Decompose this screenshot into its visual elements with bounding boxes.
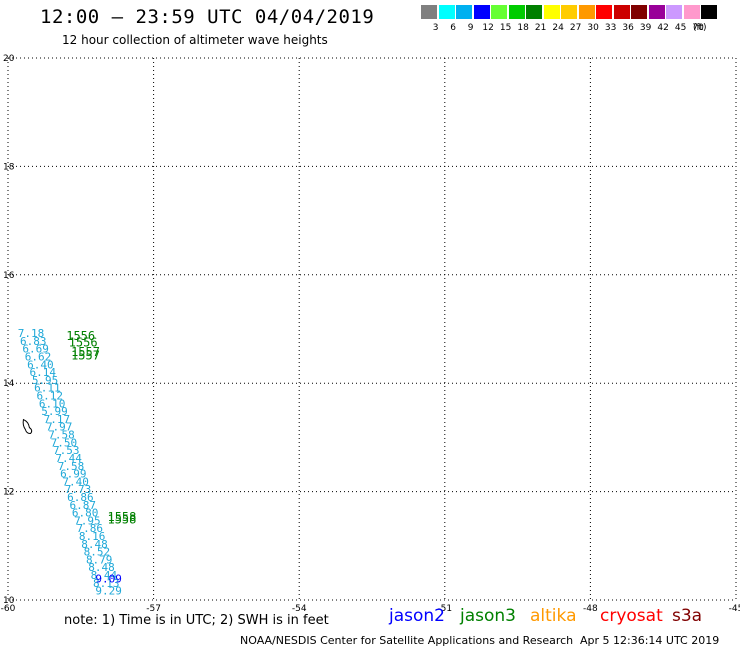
legend-swatch	[701, 5, 718, 19]
legend-label: 70	[692, 23, 704, 33]
jason3-swh-label: 1558	[107, 510, 136, 524]
legend-swatch	[491, 5, 508, 19]
track-swh-label: 6.12	[37, 390, 64, 403]
legend-swatch	[666, 5, 683, 19]
lat-tick-label: 10	[3, 596, 15, 606]
track-swh-label: 7.73	[65, 483, 92, 496]
island-outline	[22, 418, 33, 435]
track-swh-label: 6.80	[72, 507, 99, 520]
map-subtitle: 12 hour collection of altimeter wave hei…	[62, 33, 328, 47]
track-swh-label: 8.52	[84, 546, 111, 559]
lat-tick-label: 12	[3, 488, 14, 498]
legend-swatch	[543, 5, 561, 19]
jason3-swh-label: 1556	[66, 329, 95, 343]
jason3-swh-label: 1557	[71, 345, 100, 359]
footer-note: note: 1) Time is in UTC; 2) SWH is in fe…	[64, 613, 329, 628]
track-swh-label: 6.99	[60, 468, 87, 481]
track-swh-label: 7.18	[18, 327, 44, 340]
lat-tick-label: 14	[3, 379, 15, 389]
legend-label: 15	[499, 23, 512, 33]
legend-swatch	[473, 5, 491, 19]
map-title: 12:00 – 23:59 UTC 04/04/2019	[40, 6, 375, 28]
legend-label: 6	[450, 23, 456, 33]
jason3-swh-label: 1557	[71, 348, 100, 362]
legend-swatch	[596, 5, 613, 19]
legend-swatch	[561, 5, 578, 19]
legend-swatch	[648, 5, 666, 19]
lat-tick-label: 20	[3, 54, 15, 64]
track-swh-label: 6.62	[25, 351, 52, 364]
track-swh-label: 7.40	[62, 475, 89, 488]
sat-jason2: jason2	[389, 606, 445, 626]
track-swh-label: 6.86	[67, 491, 94, 504]
track-swh-label: 7.58	[58, 460, 85, 473]
legend-swatch	[613, 5, 631, 19]
track-swh-label: 8.48	[81, 538, 108, 551]
track-swh-label: 8.44	[91, 569, 118, 582]
track-swh-label: 5.95	[32, 374, 59, 387]
legend-label: 30	[587, 23, 599, 33]
track-swh-label: 7.95	[74, 514, 101, 527]
track-swh-label: 7.58	[48, 429, 75, 442]
sat-altika: altika	[530, 606, 577, 626]
jason3-swh-label: 1558	[107, 513, 136, 527]
track-swh-label: 8.48	[88, 561, 115, 574]
track-swh-label: 6.40	[27, 358, 54, 371]
jason3-swh-label: 1556	[69, 335, 98, 349]
track-swh-label: 7.97	[46, 421, 73, 434]
track-swh-label: 7.17	[44, 413, 71, 426]
track-swh-label: 8.16	[79, 530, 106, 543]
track-swh-label: 7.50	[51, 436, 78, 449]
timestamp: Apr 5 12:36:14 UTC 2019	[580, 634, 720, 647]
track-swh-label: 8.79	[86, 553, 113, 566]
track-swh-label: 6.11	[34, 382, 61, 395]
lon-tick-label: -51	[437, 604, 452, 614]
lon-tick-label: -48	[583, 604, 598, 614]
lon-tick-label: -60	[1, 604, 16, 614]
legend-unit: (ft)	[693, 23, 707, 33]
legend-swatch	[508, 5, 526, 19]
track-swh-label: 6.14	[29, 366, 56, 379]
track-swh-label: 6.69	[22, 343, 49, 356]
legend-label: 18	[517, 23, 529, 33]
lon-tick-label: -54	[292, 604, 307, 614]
lon-tick-label: -45	[729, 604, 740, 614]
legend-swatch	[438, 5, 456, 19]
track-swh-label: 7.86	[77, 522, 104, 535]
legend-label: 12	[482, 23, 494, 33]
sat-jason3: jason3	[460, 606, 516, 626]
legend-label: 3	[432, 23, 439, 33]
legend-label: 27	[569, 23, 582, 33]
legend-label: 39	[639, 23, 652, 33]
track-swh-label: 7.44	[55, 452, 82, 465]
sat-cryosat: cryosat	[600, 606, 663, 626]
track-swh-label: 7.53	[53, 444, 79, 457]
track-swh-label: 9.29	[95, 585, 122, 598]
sat-s3a: s3a	[672, 606, 703, 626]
legend-label: 42	[657, 23, 669, 33]
legend-label: 24	[552, 23, 564, 33]
legend-swatch	[578, 5, 596, 19]
lat-tick-label: 18	[3, 162, 15, 172]
legend-label: 45	[674, 23, 687, 33]
legend-label: 33	[604, 23, 617, 33]
jason2-swh-label: 9.09	[95, 573, 122, 586]
legend-swatch	[683, 5, 701, 19]
credit-text: NOAA/NESDIS Center for Satellite Applica…	[240, 634, 574, 647]
track-swh-label: 8.13	[93, 577, 120, 590]
legend-swatch	[456, 5, 473, 19]
lat-tick-label: 16	[3, 271, 15, 281]
legend-label: 21	[534, 23, 547, 33]
legend-label: 9	[467, 23, 474, 33]
track-swh-label: 6.83	[20, 335, 47, 348]
track-swh-label: 6.87	[69, 499, 96, 512]
legend-label: 36	[622, 23, 634, 33]
track-swh-label: 6.10	[39, 397, 66, 410]
legend-swatch	[631, 5, 648, 19]
legend-swatch	[421, 5, 438, 19]
lon-tick-label: -57	[146, 604, 161, 614]
track-swh-label: 5.99	[41, 405, 67, 418]
legend-swatch	[526, 5, 543, 19]
